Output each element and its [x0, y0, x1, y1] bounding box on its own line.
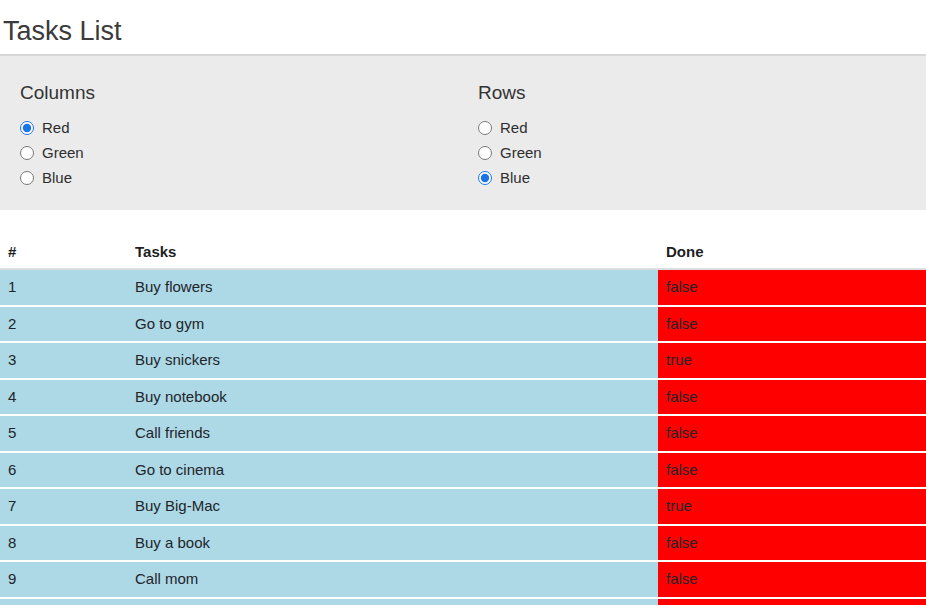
- rows-radio-blue[interactable]: [478, 171, 492, 185]
- task-cell: Buy notebook: [127, 379, 658, 416]
- task-row: 7Buy Big-Mactrue: [0, 488, 926, 525]
- task-cell: [127, 598, 658, 605]
- task-cell: Buy a book: [127, 525, 658, 562]
- task-row: 2Go to gymfalse: [0, 306, 926, 343]
- rows-option-green[interactable]: Green: [478, 140, 926, 165]
- columns-option-red[interactable]: Red: [20, 115, 463, 140]
- columns-radio-label-blue: Blue: [42, 169, 72, 186]
- color-controls-panel: Columns Red Green Blue Rows Red Green Blue: [0, 56, 926, 210]
- row-number-cell: 4: [0, 379, 127, 416]
- row-number-cell: 3: [0, 342, 127, 379]
- columns-group-label: Columns: [20, 82, 463, 104]
- row-number-cell: [0, 598, 127, 605]
- task-cell: Go to gym: [127, 306, 658, 343]
- task-row: 1Buy flowersfalse: [0, 269, 926, 306]
- columns-options: Red Green Blue: [20, 115, 463, 190]
- task-cell: Buy flowers: [127, 269, 658, 306]
- rows-option-red[interactable]: Red: [478, 115, 926, 140]
- rows-radio-label-red: Red: [500, 119, 528, 136]
- done-cell: [658, 598, 926, 605]
- row-number-cell: 8: [0, 525, 127, 562]
- done-cell: true: [658, 488, 926, 525]
- done-cell: false: [658, 415, 926, 452]
- row-number-cell: 1: [0, 269, 127, 306]
- columns-radio-red[interactable]: [20, 121, 34, 135]
- task-row: 6Go to cinemafalse: [0, 452, 926, 489]
- rows-radio-red[interactable]: [478, 121, 492, 135]
- columns-radio-group: Columns Red Green Blue: [0, 82, 463, 210]
- row-number-cell: 6: [0, 452, 127, 489]
- done-cell: false: [658, 306, 926, 343]
- row-number-cell: 2: [0, 306, 127, 343]
- columns-option-green[interactable]: Green: [20, 140, 463, 165]
- done-cell: false: [658, 379, 926, 416]
- task-cell: Call friends: [127, 415, 658, 452]
- column-header-tasks: Tasks: [127, 210, 658, 269]
- columns-radio-label-green: Green: [42, 144, 84, 161]
- columns-option-blue[interactable]: Blue: [20, 165, 463, 190]
- task-cell: Buy snickers: [127, 342, 658, 379]
- page-title: Tasks List: [3, 14, 926, 48]
- task-cell: Go to cinema: [127, 452, 658, 489]
- task-row: [0, 598, 926, 605]
- page-header: Tasks List: [0, 0, 926, 56]
- rows-group-label: Rows: [478, 82, 926, 104]
- rows-option-blue[interactable]: Blue: [478, 165, 926, 190]
- column-header-done: Done: [658, 210, 926, 269]
- done-cell: false: [658, 269, 926, 306]
- task-row: 9Call momfalse: [0, 561, 926, 598]
- rows-radio-green[interactable]: [478, 146, 492, 160]
- done-cell: false: [658, 561, 926, 598]
- done-cell: true: [658, 342, 926, 379]
- task-cell: Call mom: [127, 561, 658, 598]
- task-row: 3Buy snickerstrue: [0, 342, 926, 379]
- done-cell: false: [658, 525, 926, 562]
- rows-radio-label-green: Green: [500, 144, 542, 161]
- columns-radio-green[interactable]: [20, 146, 34, 160]
- row-number-cell: 9: [0, 561, 127, 598]
- tasks-table-body: 1Buy flowersfalse2Go to gymfalse3Buy sni…: [0, 269, 926, 605]
- row-number-cell: 5: [0, 415, 127, 452]
- rows-radio-group: Rows Red Green Blue: [463, 82, 926, 210]
- task-row: 4Buy notebookfalse: [0, 379, 926, 416]
- columns-radio-label-red: Red: [42, 119, 70, 136]
- row-number-cell: 7: [0, 488, 127, 525]
- tasks-table-header: # Tasks Done: [0, 210, 926, 269]
- columns-radio-blue[interactable]: [20, 171, 34, 185]
- rows-radio-label-blue: Blue: [500, 169, 530, 186]
- done-cell: false: [658, 452, 926, 489]
- task-row: 5Call friendsfalse: [0, 415, 926, 452]
- column-header-number: #: [0, 210, 127, 269]
- tasks-table: # Tasks Done 1Buy flowersfalse2Go to gym…: [0, 210, 926, 605]
- rows-options: Red Green Blue: [478, 115, 926, 190]
- task-row: 8Buy a bookfalse: [0, 525, 926, 562]
- task-cell: Buy Big-Mac: [127, 488, 658, 525]
